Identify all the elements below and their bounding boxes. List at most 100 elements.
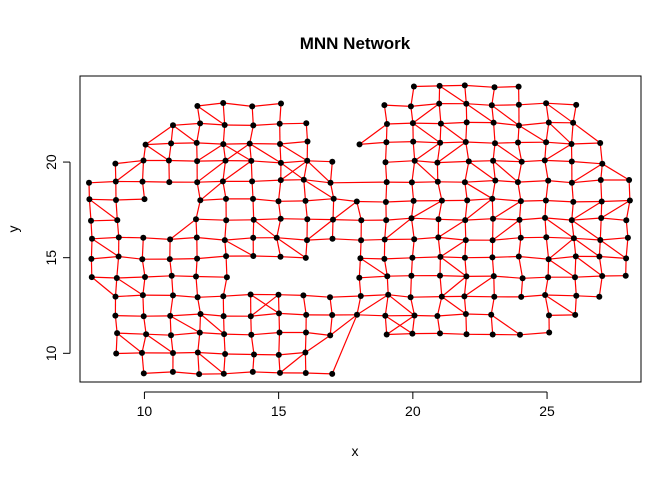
- network-edge: [250, 294, 279, 317]
- network-edge: [196, 142, 224, 145]
- network-edge: [518, 237, 522, 257]
- data-point: [143, 331, 150, 338]
- network-edge: [384, 315, 413, 335]
- network-edge: [224, 239, 254, 257]
- network-edge: [116, 352, 143, 355]
- network-edge: [544, 217, 572, 221]
- data-point: [219, 178, 226, 185]
- network-edge: [464, 161, 470, 183]
- data-point: [410, 83, 417, 90]
- network-edge: [115, 160, 144, 182]
- network-edge: [518, 121, 549, 127]
- network-edge: [332, 201, 358, 221]
- data-point: [248, 331, 255, 338]
- network-edge: [574, 295, 577, 315]
- data-point: [409, 330, 416, 337]
- network-edge: [383, 105, 388, 125]
- network-edge: [195, 218, 227, 221]
- network-edge: [491, 87, 496, 106]
- data-point: [170, 292, 176, 299]
- data-point: [278, 100, 284, 107]
- data-point: [139, 178, 146, 185]
- data-point: [250, 195, 256, 202]
- data-point: [277, 159, 284, 166]
- network-edge: [520, 199, 546, 202]
- network-edge: [195, 219, 198, 238]
- network-edge: [491, 198, 494, 219]
- data-point: [88, 217, 94, 224]
- network-edge: [329, 314, 358, 336]
- data-point: [220, 293, 227, 300]
- network-edge: [601, 199, 630, 203]
- network-edge: [412, 256, 441, 259]
- data-point: [276, 310, 282, 317]
- network-edge: [491, 257, 495, 277]
- network-edge: [223, 316, 225, 335]
- network-edge: [169, 315, 201, 334]
- data-point: [330, 216, 336, 223]
- data-point: [142, 274, 148, 280]
- network-edge: [91, 255, 119, 260]
- network-edge: [199, 332, 225, 335]
- network-edge: [384, 162, 388, 183]
- network-edge: [141, 259, 146, 278]
- data-point: [250, 216, 257, 223]
- data-point: [275, 198, 282, 205]
- data-point: [194, 294, 201, 301]
- network-edge: [439, 85, 467, 105]
- data-point: [197, 120, 204, 127]
- network-edge: [464, 179, 496, 183]
- data-point: [113, 275, 120, 281]
- network-edge: [279, 143, 282, 163]
- data-point: [545, 256, 552, 263]
- network-edge: [385, 200, 414, 203]
- data-point: [193, 216, 199, 223]
- data-point: [276, 120, 283, 127]
- data-point: [166, 179, 173, 186]
- data-point: [409, 254, 416, 261]
- data-point: [598, 215, 605, 221]
- network-edge: [518, 255, 549, 260]
- network-edge: [200, 198, 227, 201]
- network-edge: [280, 160, 308, 181]
- network-edge: [414, 236, 439, 240]
- data-point: [302, 349, 309, 356]
- data-point: [409, 120, 416, 127]
- network-edge: [250, 334, 255, 355]
- data-point: [140, 370, 147, 377]
- network-edge: [116, 332, 143, 354]
- network-edge: [600, 179, 603, 202]
- data-point: [490, 273, 497, 280]
- y-axis: 10 15 20: [43, 154, 71, 361]
- data-point: [492, 140, 498, 147]
- x-axis: 10 15 20 25: [137, 391, 555, 419]
- network-edge: [600, 199, 631, 219]
- data-point: [542, 214, 548, 221]
- network-edge: [492, 160, 496, 181]
- data-point: [518, 158, 525, 165]
- network-edge: [141, 352, 145, 374]
- network-edge: [115, 159, 144, 165]
- network-edge: [464, 200, 468, 221]
- network-edge: [464, 182, 468, 201]
- network-edge: [546, 102, 577, 106]
- data-point: [221, 237, 228, 244]
- network-edge: [414, 160, 439, 183]
- network-edge: [440, 121, 467, 125]
- data-point: [381, 236, 388, 243]
- network-edge: [172, 294, 198, 298]
- network-edge: [414, 314, 438, 317]
- network-edge: [278, 294, 304, 296]
- network-edge: [491, 104, 519, 106]
- data-point: [515, 139, 521, 146]
- network-edge: [114, 277, 118, 297]
- data-point: [302, 197, 309, 204]
- network-edge: [571, 163, 603, 184]
- data-point: [223, 253, 230, 260]
- data-point: [302, 254, 309, 261]
- data-point: [622, 272, 629, 279]
- data-point: [435, 216, 442, 223]
- network-edge: [170, 332, 200, 336]
- network-edge: [388, 294, 411, 298]
- network-edge: [170, 236, 197, 240]
